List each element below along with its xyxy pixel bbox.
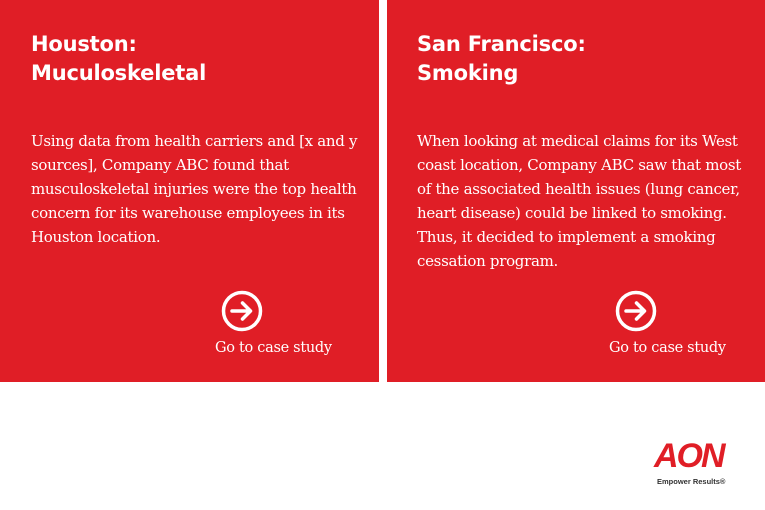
card-title-line-1: San Francisco: — [417, 32, 586, 56]
case-study-card-san-francisco: San Francisco: Smoking When looking at m… — [387, 0, 765, 382]
card-title-line-2: Muculoskeletal — [31, 61, 207, 85]
arrow-right-circle-icon[interactable] — [221, 290, 263, 332]
arrow-right-circle-icon[interactable] — [615, 290, 657, 332]
cta-label[interactable]: Go to case study — [609, 340, 726, 356]
case-study-card-houston: Houston: Muculoskeletal Using data from … — [0, 0, 379, 382]
card-title: San Francisco: Smoking — [417, 30, 586, 88]
card-title: Houston: Muculoskeletal — [31, 30, 206, 88]
go-to-case-study-link[interactable]: Go to case study — [609, 290, 759, 358]
card-description: When looking at medical claims for its W… — [417, 132, 742, 270]
logo-tagline: Empower Results® — [657, 477, 726, 486]
aon-logo: AON Empower Results® — [654, 437, 736, 491]
card-title-line-2: Smoking — [417, 61, 519, 85]
card-title-line-1: Houston: — [31, 32, 137, 56]
card-description: Using data from health carriers and [x a… — [31, 132, 358, 246]
logo-wordmark: AON — [654, 437, 726, 475]
cta-label[interactable]: Go to case study — [215, 340, 332, 356]
go-to-case-study-link[interactable]: Go to case study — [215, 290, 365, 358]
